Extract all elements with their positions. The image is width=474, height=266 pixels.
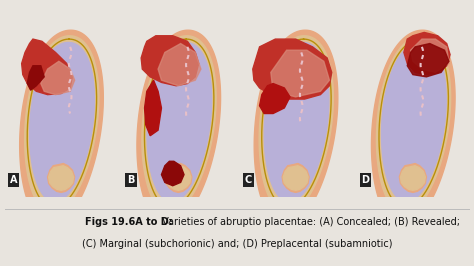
Polygon shape [165,164,192,192]
Polygon shape [30,42,94,202]
Polygon shape [27,66,44,90]
Polygon shape [404,32,450,75]
Text: Varieties of abruptio placentae: (A) Concealed; (B) Revealed;: Varieties of abruptio placentae: (A) Con… [159,217,460,227]
Polygon shape [141,36,199,86]
Polygon shape [49,166,73,190]
Polygon shape [142,36,216,213]
Polygon shape [41,61,74,95]
Text: D: D [362,175,370,185]
Text: C: C [245,175,252,185]
Polygon shape [410,39,449,72]
Polygon shape [400,164,427,192]
Text: (C) Marginal (subchorionic) and; (D) Preplacental (subamniotic): (C) Marginal (subchorionic) and; (D) Pre… [82,239,392,250]
Polygon shape [158,44,201,86]
Polygon shape [260,84,290,114]
Polygon shape [22,39,73,95]
Polygon shape [271,50,329,97]
Polygon shape [264,42,329,202]
Text: Figs 19.6A to D:: Figs 19.6A to D: [85,217,173,227]
Polygon shape [401,166,425,190]
Polygon shape [145,80,162,136]
Polygon shape [20,30,103,226]
Polygon shape [253,39,332,99]
Polygon shape [166,166,191,190]
Polygon shape [376,36,451,213]
Polygon shape [283,166,308,190]
Polygon shape [382,42,446,202]
Text: A: A [10,175,18,185]
Polygon shape [407,44,449,77]
Polygon shape [259,36,333,213]
Polygon shape [282,164,309,192]
Polygon shape [47,164,74,192]
Polygon shape [162,161,184,186]
Polygon shape [254,30,338,226]
Polygon shape [137,30,220,226]
Text: B: B [128,175,135,185]
Polygon shape [25,36,99,213]
Polygon shape [147,42,212,202]
Polygon shape [372,30,455,226]
